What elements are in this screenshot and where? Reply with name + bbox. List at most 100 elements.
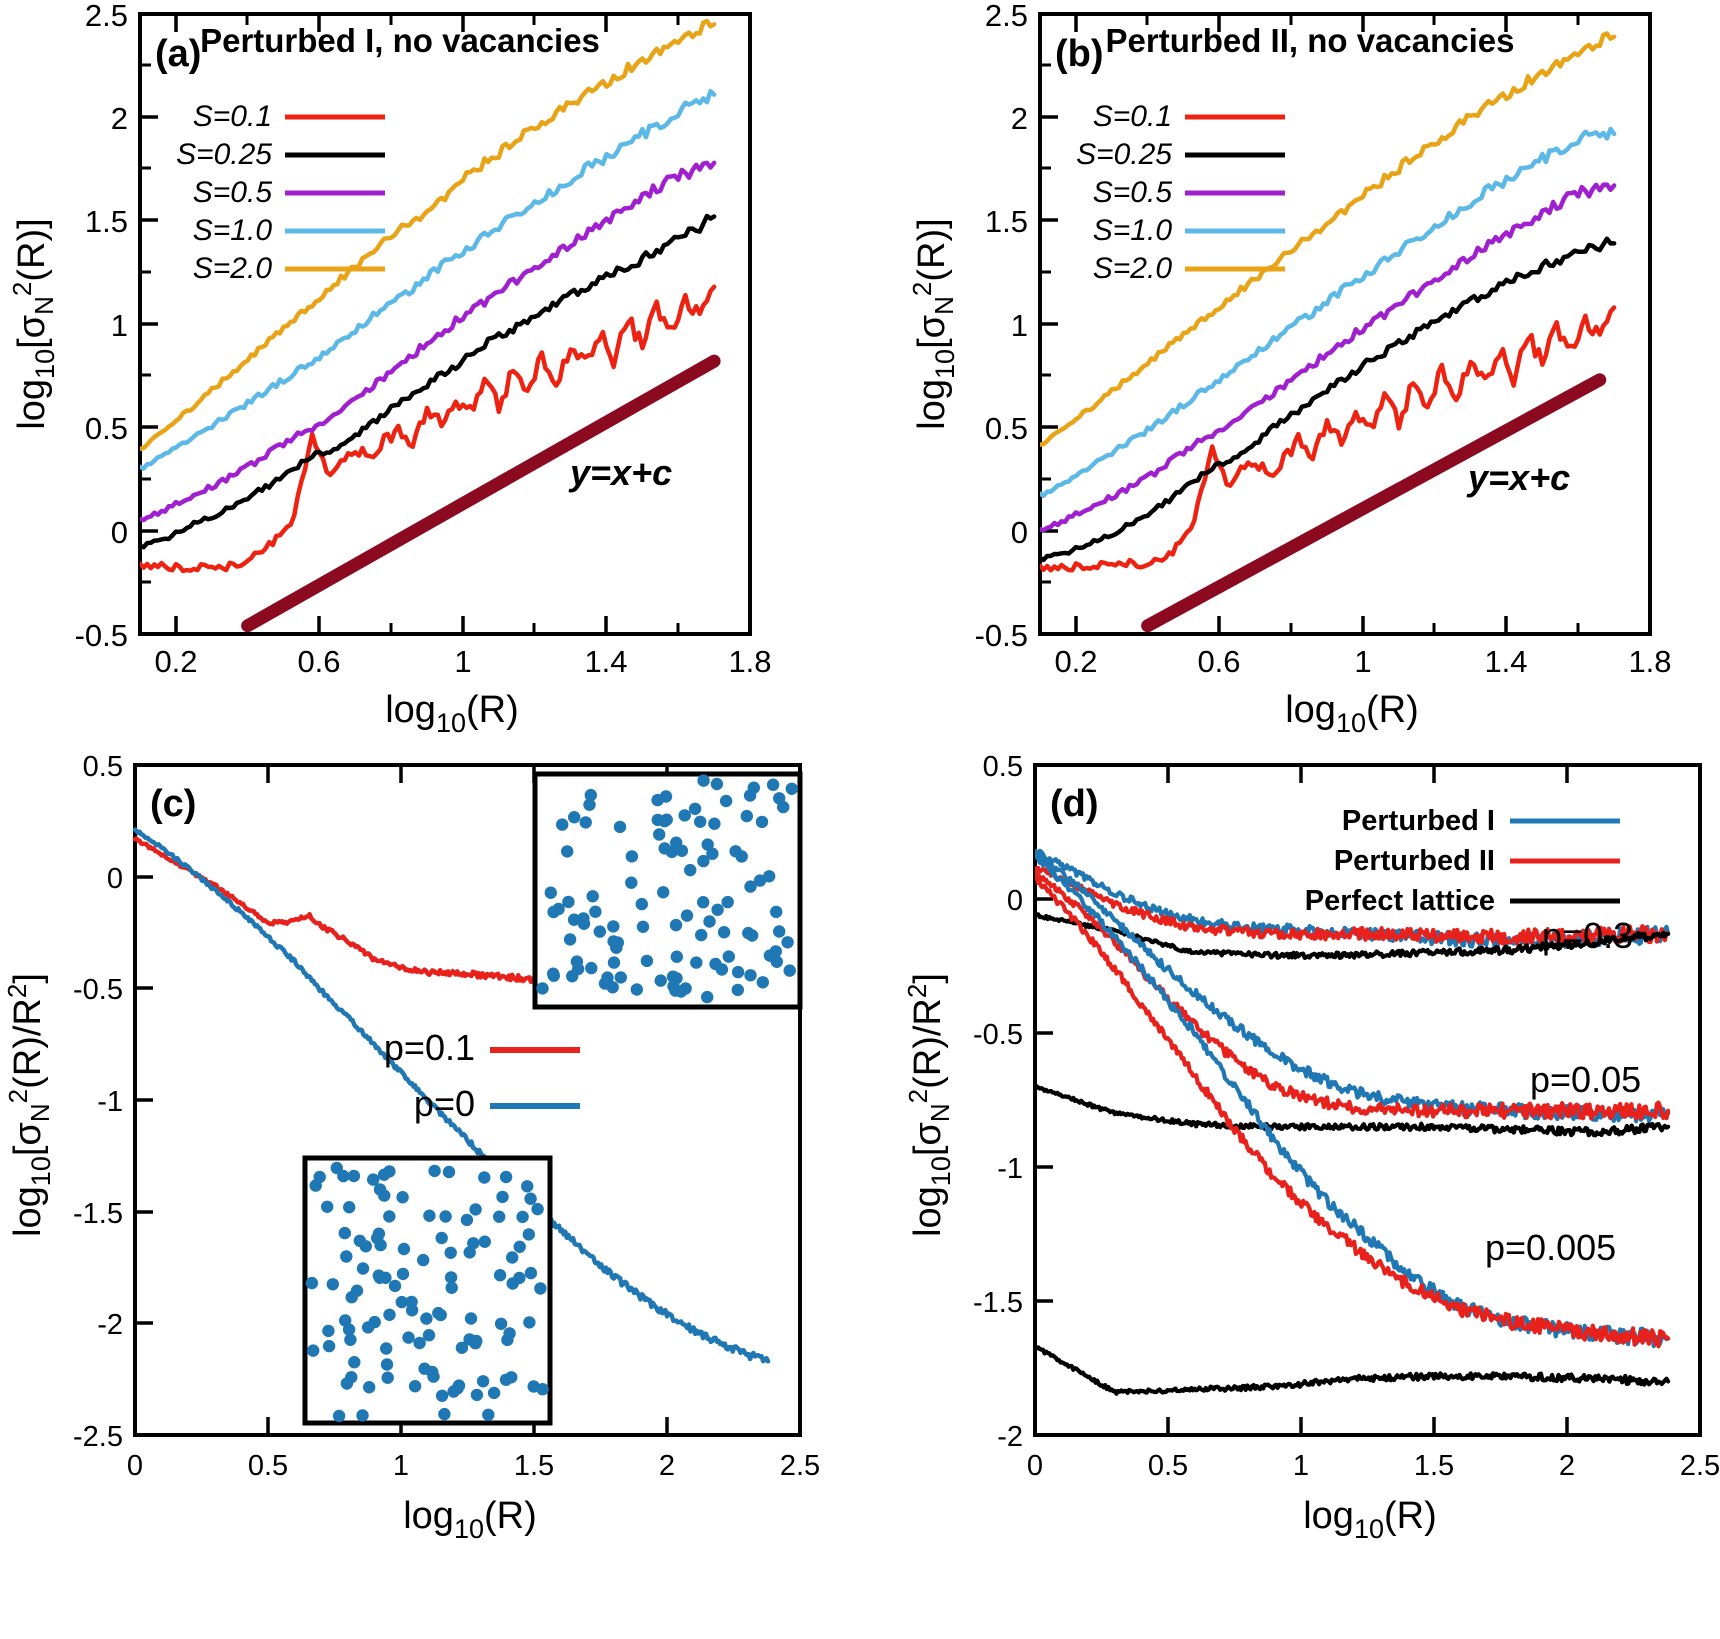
inset-point [763, 870, 776, 883]
ytick-label: 0 [107, 863, 123, 895]
inset-point [613, 820, 627, 834]
inset-point [501, 1333, 514, 1347]
ytick-label: -1.5 [973, 1287, 1023, 1319]
data-curve [140, 160, 717, 523]
inset-point [694, 815, 707, 828]
inset-point [478, 1235, 491, 1248]
panel-a-xtick-labels: 0.2 0.6 1 1.4 1.8 [154, 644, 771, 679]
ytick-label: 2 [111, 101, 128, 136]
panel-a-tag: (a) [155, 33, 201, 75]
inset-point [493, 1210, 506, 1223]
inset-point [721, 895, 734, 909]
panel-c-svg: 0.5 0 -0.5 -1 -1.5 -2 -2.5 [2, 751, 820, 1544]
inset-point [321, 1200, 334, 1213]
panel-c-tag: (c) [150, 783, 196, 825]
inset-point [413, 1336, 426, 1350]
inset-point [670, 836, 683, 849]
inset-point [625, 876, 638, 889]
inset-point [697, 854, 710, 868]
inset-point [305, 1276, 319, 1290]
panel-b-tag: (b) [1055, 33, 1104, 75]
inset-point [432, 1306, 445, 1320]
inset-point [717, 926, 731, 939]
inset-point [583, 798, 596, 811]
inset-point [378, 1189, 391, 1202]
inset-point [417, 1253, 430, 1267]
inset-point [524, 1192, 537, 1205]
panel-c-yticks [135, 763, 153, 1437]
inset-point [670, 950, 683, 963]
inset-point [348, 1356, 361, 1369]
inset-point [396, 1267, 410, 1281]
panel-d-yaxis-title: log10[σN2(R)/R2] [902, 973, 956, 1237]
legend-label: p=0.1 [384, 1027, 475, 1068]
data-curve [1040, 236, 1617, 563]
panel-c-legend: p=0.1 p=0 [384, 1027, 580, 1124]
data-curve [241, 354, 721, 633]
ytick-label: 0.5 [983, 751, 1023, 783]
xtick-label: 1 [1293, 1450, 1309, 1482]
panel-b-yaxis-title: log10[σN2(R)] [907, 218, 960, 429]
panel-d-tag: (d) [1050, 783, 1099, 825]
inset-point [344, 1333, 357, 1346]
inset-point [372, 1269, 385, 1282]
panel-d-annotation-p03: p=0.3 [1542, 915, 1633, 956]
data-curve [1035, 912, 1671, 960]
ytick-label: -1.5 [73, 1198, 123, 1230]
ytick-label: 0.5 [85, 411, 128, 446]
legend-label: S=0.5 [193, 176, 273, 209]
panel-d-yticks [1035, 763, 1053, 1437]
inset-point [322, 1324, 335, 1338]
ytick-label: 0.5 [83, 751, 123, 783]
inset-point [442, 1165, 456, 1179]
xtick-label: 2.5 [780, 1450, 820, 1482]
xtick-label: 1.8 [728, 644, 771, 679]
inset-point [769, 945, 782, 958]
ytick-label: -0.5 [75, 618, 128, 653]
inset-point [534, 1282, 547, 1295]
panel-d-frame [1033, 763, 1702, 1437]
inset-point [547, 905, 560, 919]
inset-point [506, 1251, 519, 1264]
inset-point [729, 845, 742, 858]
inset-point [697, 896, 710, 909]
panel-a-svg: 2.5 2 1.5 1 0.5 0 -0.5 [7, 0, 772, 738]
inset-point [395, 1295, 408, 1309]
data-curve [1035, 1083, 1671, 1138]
ytick-label: 0 [111, 515, 128, 550]
inset-point [482, 1408, 495, 1421]
inset-point [561, 845, 574, 858]
inset-point [309, 1179, 322, 1192]
inset-point [523, 1316, 536, 1329]
legend-label: S=2.0 [193, 252, 273, 285]
xtick-label: 1.4 [584, 644, 627, 679]
ytick-label: -1 [997, 1153, 1023, 1185]
panel-c-yaxis-title: log10[σN2(R)/R2] [2, 973, 56, 1237]
xtick-label: 1.4 [1484, 644, 1527, 679]
inset-point [383, 1210, 396, 1223]
xtick-label: 0 [1027, 1450, 1043, 1482]
panel-d-xticks [1033, 765, 1702, 1435]
panel-d-annotation-p0005: p=0.005 [1485, 1227, 1616, 1268]
inset-point [527, 1380, 540, 1393]
xtick-label: 0.5 [1148, 1450, 1188, 1482]
xtick-label: 0.6 [1197, 644, 1240, 679]
inset-point [420, 1312, 433, 1325]
panel-b-annotation: y=x+c [1466, 457, 1570, 498]
panel-a-xaxis-title: log10(R) [385, 689, 519, 738]
inset-point [547, 969, 560, 982]
inset-point [556, 818, 569, 831]
xtick-label: 0.5 [248, 1450, 288, 1482]
inset-point [753, 874, 767, 887]
inset-point [625, 850, 639, 863]
ytick-label: 1.5 [85, 204, 128, 239]
panel-c-inset-top [532, 771, 803, 1010]
panel-b-svg: 2.5 2 1.5 1 0.5 0 -0.5 [907, 0, 1672, 738]
inset-point [396, 1191, 409, 1204]
inset-point [665, 845, 679, 859]
inset-point [635, 897, 648, 911]
inset-point [470, 1388, 484, 1402]
inset-point [584, 788, 597, 802]
inset-point [493, 1269, 507, 1282]
xtick-label: 1.8 [1628, 644, 1671, 679]
